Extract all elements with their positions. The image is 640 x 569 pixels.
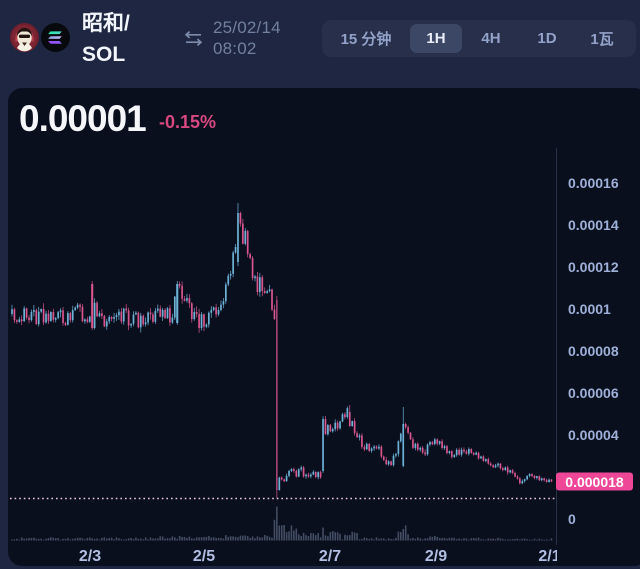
svg-text:0.000018: 0.000018 [565, 474, 624, 490]
svg-text:0.00012: 0.00012 [568, 259, 619, 275]
svg-text:2/5: 2/5 [193, 548, 215, 565]
svg-text:0: 0 [568, 511, 576, 527]
svg-text:2/7: 2/7 [319, 548, 341, 565]
svg-text:0.00014: 0.00014 [568, 217, 619, 233]
svg-text:0.0001: 0.0001 [568, 301, 611, 317]
svg-text:0.00006: 0.00006 [568, 385, 619, 401]
svg-text:0.00016: 0.00016 [568, 175, 619, 191]
svg-text:0.00008: 0.00008 [568, 343, 619, 359]
svg-text:2/3: 2/3 [79, 548, 101, 565]
svg-text:0.00004: 0.00004 [568, 427, 619, 443]
svg-text:2/9: 2/9 [425, 548, 447, 565]
svg-text:2/11: 2/11 [538, 548, 568, 565]
